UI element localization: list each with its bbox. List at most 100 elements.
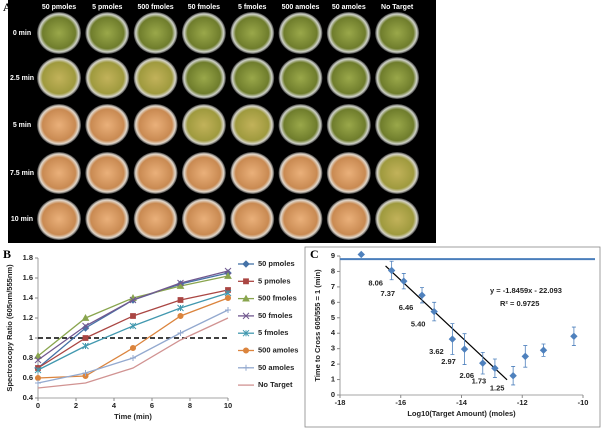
y-tick-label: 1.6 [23, 273, 33, 282]
legend-label: 5 fmoles [258, 328, 288, 337]
well-photo [181, 198, 226, 240]
y-tick-label: 2 [331, 359, 335, 368]
y-tick-label: 1 [331, 375, 335, 384]
well-photo [37, 12, 81, 54]
y-tick-label: 0.8 [23, 353, 33, 362]
well-photo [375, 198, 420, 240]
column-header: No Target [381, 4, 414, 11]
well-photo [181, 57, 226, 99]
legend-label: No Target [258, 380, 293, 389]
well-photo [133, 104, 178, 146]
legend-label: 500 fmoles [258, 294, 297, 303]
y-tick-label: 6 [331, 297, 335, 306]
y-tick-label: 8 [331, 266, 335, 275]
marker [448, 335, 457, 343]
well-photo [133, 152, 178, 194]
marker [242, 260, 250, 268]
well-photo [278, 104, 323, 146]
y-tick-label: 1.4 [23, 293, 34, 302]
marker [224, 271, 232, 279]
well-photo [278, 152, 323, 194]
marker [177, 313, 184, 319]
data-label: 6.46 [399, 303, 414, 312]
marker [242, 347, 250, 354]
marker [430, 307, 438, 316]
column-header: 5 pmoles [92, 4, 122, 11]
marker [225, 307, 231, 313]
axes [37, 258, 228, 399]
well-photo [326, 57, 371, 99]
x-tick-label: 4 [112, 401, 117, 410]
marker [357, 250, 365, 259]
marker [418, 291, 426, 299]
row-label: 10 min [11, 216, 33, 223]
well-photo [326, 152, 371, 194]
panel-label: B [3, 247, 11, 261]
well-photo [133, 12, 178, 54]
legend-label: 500 amoles [258, 345, 298, 354]
well-photo [37, 104, 81, 146]
x-tick-label: 10 [224, 401, 232, 410]
well-photo [278, 57, 323, 99]
y-tick-label: 7 [331, 282, 335, 291]
marker [177, 297, 184, 303]
well-photo [278, 12, 323, 54]
data-label: 2.06 [459, 371, 474, 380]
y-tick-label: 3 [331, 344, 335, 353]
well-photo [181, 152, 226, 194]
x-tick-label: -18 [335, 398, 346, 407]
row-label: 5 min [13, 122, 31, 129]
y-tick-label: 0 [331, 390, 335, 399]
marker [82, 342, 89, 350]
marker [176, 281, 185, 289]
well-photo [133, 198, 178, 240]
well-photo [133, 57, 178, 99]
marker [387, 266, 396, 275]
column-header: 50 fmoles [188, 4, 220, 11]
equation: y = -1.8459x - 22.093 [490, 286, 562, 295]
r-squared: R² = 0.9725 [500, 299, 539, 308]
well-photo [85, 12, 130, 54]
marker [34, 356, 42, 364]
marker [35, 380, 41, 386]
well-photo [85, 198, 130, 240]
data-label: 1.25 [490, 384, 505, 393]
well-photo [375, 152, 420, 194]
trendline [385, 265, 508, 381]
marker [81, 313, 90, 321]
y-tick-label: 4 [331, 328, 336, 337]
x-axis-title: Log10(Target Amount) (moles) [407, 409, 516, 418]
well-photo [85, 152, 130, 194]
marker [34, 375, 42, 381]
x-tick-label: -12 [517, 398, 528, 407]
marker [82, 335, 89, 341]
marker [129, 345, 137, 351]
well-photo [375, 104, 420, 146]
marker [491, 364, 499, 372]
marker [130, 313, 136, 319]
well-photo [326, 198, 371, 240]
well-photo [326, 12, 371, 54]
x-axis-title: Time (min) [114, 412, 152, 421]
well-photo [37, 57, 81, 99]
column-header: 500 fmoles [138, 4, 174, 11]
y-tick-label: 1.8 [23, 253, 33, 262]
data-label: 7.37 [380, 289, 395, 298]
data-label: 5.40 [411, 320, 426, 329]
well-photo [37, 198, 81, 240]
panel-label: C [310, 247, 319, 261]
marker [177, 279, 184, 287]
well-photo [181, 12, 226, 54]
well-photo [181, 104, 226, 146]
marker [460, 345, 469, 353]
marker [400, 277, 408, 285]
marker [34, 351, 42, 359]
row-label: 2.5 min [10, 75, 34, 82]
well-photo [230, 57, 275, 99]
marker [243, 364, 249, 371]
marker [129, 322, 137, 330]
well-photo [375, 57, 420, 99]
marker [82, 370, 89, 376]
x-tick-label: -14 [456, 398, 468, 407]
